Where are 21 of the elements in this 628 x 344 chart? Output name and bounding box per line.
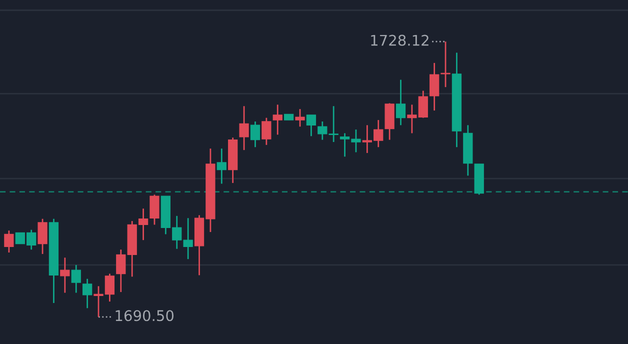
candlestick bbox=[318, 120, 328, 140]
candlestick bbox=[71, 264, 81, 294]
candlestick bbox=[295, 108, 305, 128]
candlestick bbox=[328, 105, 338, 143]
candlestick bbox=[306, 114, 316, 137]
annotation: 1728.12 bbox=[371, 34, 428, 46]
candlestick bbox=[60, 256, 70, 294]
candlestick bbox=[262, 117, 272, 146]
candlestick bbox=[239, 105, 249, 151]
candlestick bbox=[216, 148, 226, 184]
candlestick bbox=[440, 40, 450, 88]
annotation: 1690.50 bbox=[116, 310, 174, 322]
candlestick bbox=[116, 248, 126, 293]
candlestick bbox=[396, 79, 406, 126]
candlestick bbox=[272, 104, 282, 136]
candlestick bbox=[250, 120, 260, 148]
candlestick bbox=[4, 230, 14, 254]
candlestick bbox=[82, 278, 92, 309]
candlestick bbox=[150, 194, 160, 226]
candlestick bbox=[38, 218, 48, 255]
candlestick bbox=[430, 62, 440, 112]
